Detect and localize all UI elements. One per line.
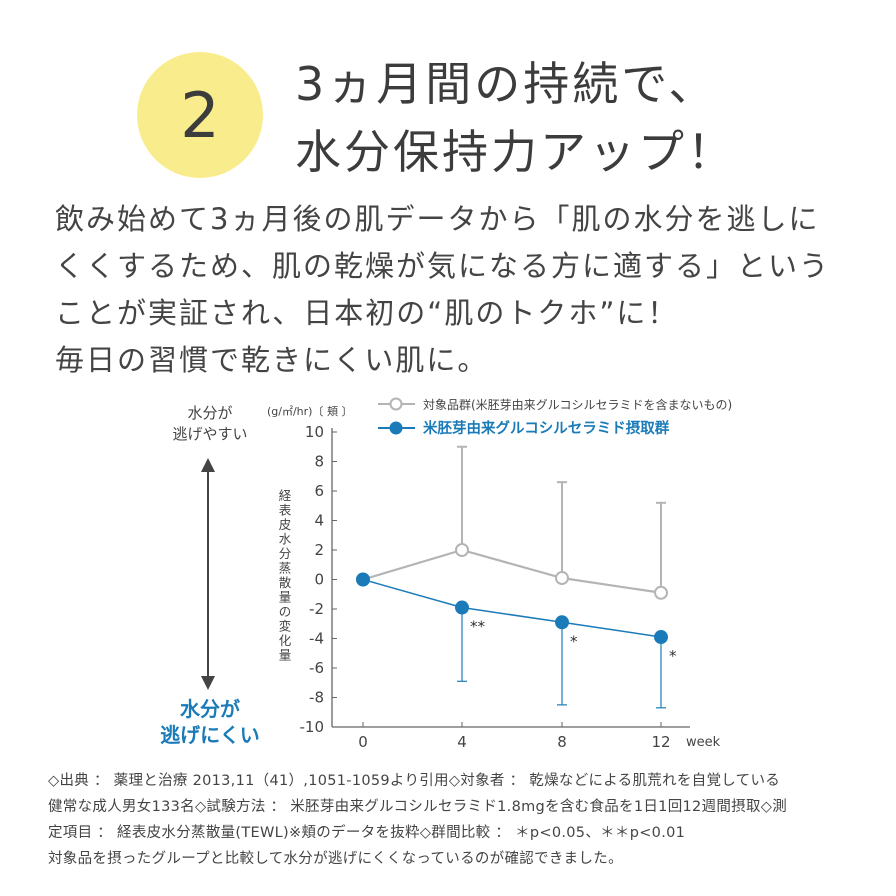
y-tick-label: 4 — [314, 512, 324, 530]
side-label-bottom-line: 水分が — [180, 697, 240, 721]
arrow-head-up — [201, 458, 215, 472]
data-point — [455, 543, 469, 557]
y-tick-label: -6 — [309, 659, 324, 677]
y-axis-label-char: 分 — [279, 546, 292, 561]
x-tick-label: 4 — [457, 733, 467, 751]
step-number: 2 — [180, 78, 220, 152]
side-label-top-line: 逃げやすい — [172, 425, 248, 443]
side-label-bottom-line: 逃げにくい — [160, 723, 260, 747]
y-tick-label: 8 — [314, 453, 324, 471]
y-tick-label: 10 — [305, 423, 324, 441]
headline: 3ヵ月間の持続で、 水分保持力アップ！ — [295, 50, 875, 186]
y-axis-label-char: 蒸 — [279, 561, 292, 576]
footnote-line: 定項目 ： 経表皮水分蒸散量(TEWL)※頬のデータを抜粋◇群間比較 ： ＊p<… — [48, 825, 686, 841]
y-tick-label: -4 — [309, 630, 324, 648]
side-label-top-line: 水分が — [187, 404, 233, 422]
body-line: 飲み始めて3ヵ月後の肌データから「肌の水分を逃しに — [55, 202, 820, 236]
significance-mark: ** — [470, 618, 486, 636]
x-axis-label: week — [686, 735, 721, 750]
headline-line: 3ヵ月間の持続で、 — [295, 57, 718, 111]
x-tick-label: 0 — [358, 733, 368, 751]
legend-label: 対象品群(米胚芽由来グルコシルセラミドを含まないもの) — [423, 397, 732, 412]
series-line — [362, 548, 662, 594]
data-point — [356, 572, 370, 587]
legend-swatch-marker — [389, 421, 403, 435]
significance-mark: * — [570, 632, 578, 650]
series-line — [362, 578, 662, 638]
data-point — [455, 600, 469, 615]
data-point — [555, 571, 569, 586]
y-tick-label: -10 — [300, 718, 325, 736]
arrow-head-down — [201, 676, 215, 690]
y-axis-label-char: 散 — [279, 575, 292, 590]
y-tick-label: 2 — [314, 541, 324, 559]
y-tick-label: 6 — [314, 482, 324, 500]
y-tick-label: -2 — [309, 600, 324, 618]
y-tick-label: 0 — [314, 571, 324, 589]
footnote-line: 対象品を摂ったグループと比較して水分が逃げにくくなっているのが確認できました。 — [48, 851, 623, 867]
y-axis-label-char: 量 — [279, 648, 292, 663]
step-number-badge: 2 — [137, 52, 263, 178]
headline-line: 水分保持力アップ！ — [295, 125, 736, 179]
y-unit-label: (g/㎡/hr)〔 頬 〕 — [267, 404, 352, 418]
footnote-line: ◇出典 ： 薬理と治療 2013,11（41）,1051-1059より引用◇対象… — [48, 773, 781, 789]
body-line: ことが実証され、日本初の“肌のトクホ”に！ — [55, 296, 679, 330]
data-point — [555, 615, 569, 630]
y-axis-label-char: 水 — [279, 532, 292, 547]
y-axis-label-char: 皮 — [279, 517, 292, 532]
y-axis-label-char: の — [279, 604, 292, 619]
side-label-top: 水分が 逃げやすい — [160, 403, 260, 445]
y-axis-label-char: 表 — [279, 503, 292, 518]
data-point — [654, 630, 668, 645]
y-axis-label-char: 変 — [279, 619, 292, 634]
y-axis-label-char: 経 — [279, 488, 292, 503]
x-tick-label: 12 — [651, 733, 670, 751]
body-line: 毎日の習慣で乾きにくい肌に。 — [55, 343, 489, 377]
side-label-bottom: 水分が 逃げにくい — [150, 696, 270, 748]
body-line: くくするため、肌の乾燥が気になる方に適する」という — [55, 249, 831, 283]
data-point — [654, 585, 668, 600]
footnote-line: 健常な成人男女133名◇試験方法 ： 米胚芽由来グルコシルセラミド1.8mgを含… — [48, 799, 787, 815]
legend-label: 米胚芽由来グルコシルセラミド摂取群 — [423, 419, 670, 437]
footnote: ◇出典 ： 薬理と治療 2013,11（41）,1051-1059より引用◇対象… — [48, 768, 878, 872]
body-paragraph: 飲み始めて3ヵ月後の肌データから「肌の水分を逃しに くくするため、肌の乾燥が気に… — [55, 196, 885, 384]
legend-swatch-marker — [389, 397, 403, 411]
x-tick-label: 8 — [557, 733, 567, 751]
y-tick-label: -8 — [309, 689, 324, 707]
y-axis-label-char: 量 — [279, 590, 292, 605]
y-axis-label-char: 化 — [279, 633, 292, 648]
significance-mark: * — [669, 647, 677, 665]
